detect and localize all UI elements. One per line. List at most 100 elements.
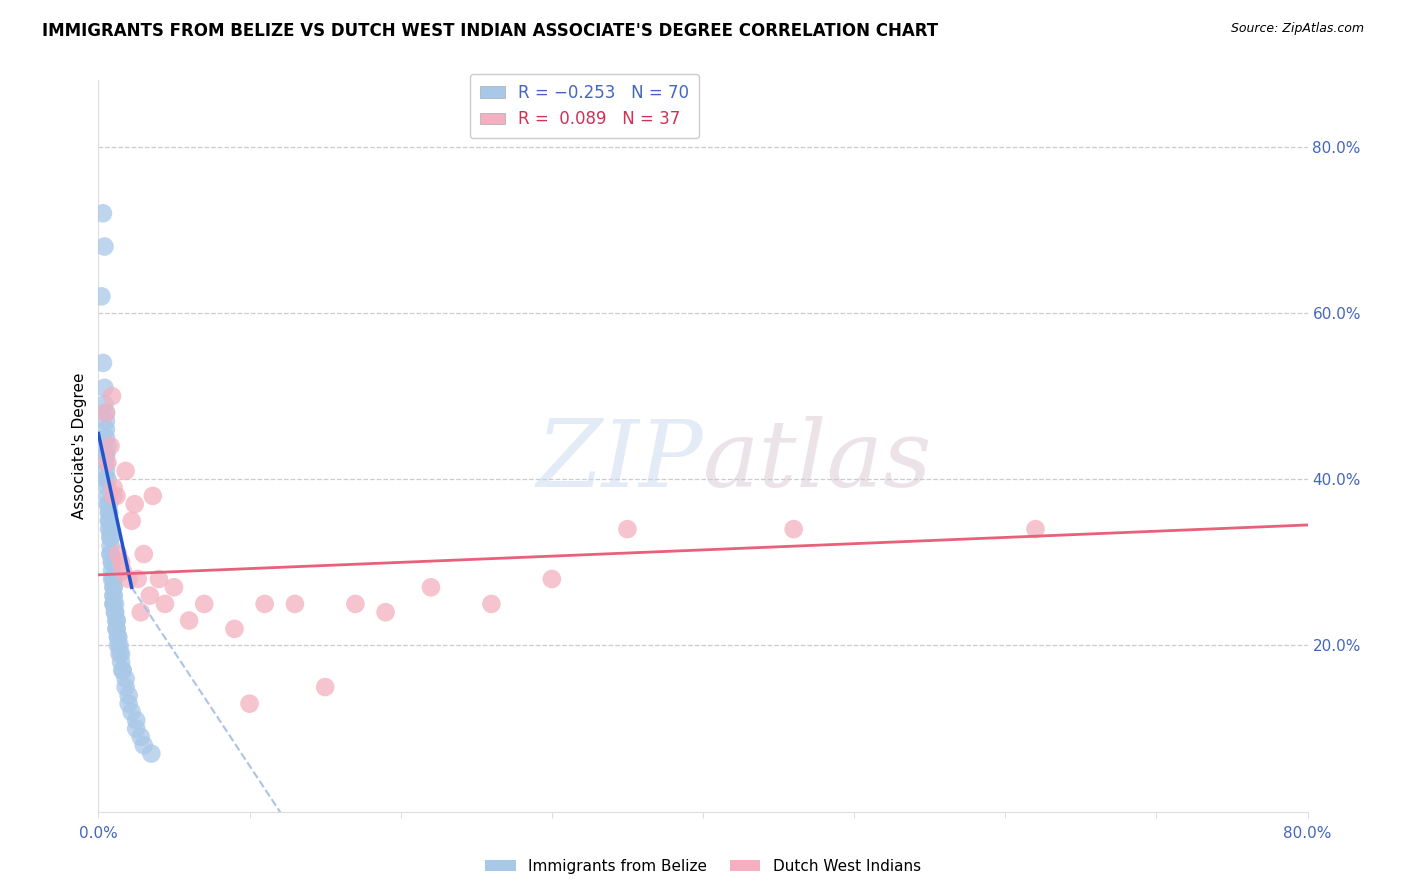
Point <box>103 589 125 603</box>
Point <box>420 580 443 594</box>
Point <box>103 489 125 503</box>
Point <box>101 555 124 569</box>
Point <box>127 572 149 586</box>
Point <box>253 597 276 611</box>
Point <box>103 481 125 495</box>
Point <box>104 605 127 619</box>
Point <box>105 614 128 628</box>
Point <box>108 639 131 653</box>
Point <box>114 464 136 478</box>
Point <box>111 664 134 678</box>
Point <box>96 456 118 470</box>
Point <box>224 622 246 636</box>
Point <box>91 206 114 220</box>
Point <box>344 597 367 611</box>
Point <box>125 722 148 736</box>
Point <box>94 456 117 470</box>
Point <box>101 389 124 403</box>
Point <box>111 664 134 678</box>
Point <box>103 597 125 611</box>
Point <box>104 605 127 619</box>
Text: Source: ZipAtlas.com: Source: ZipAtlas.com <box>1230 22 1364 36</box>
Point <box>93 381 115 395</box>
Point <box>110 555 132 569</box>
Point <box>100 547 122 561</box>
Point <box>118 689 141 703</box>
Point <box>540 572 562 586</box>
Point <box>107 547 129 561</box>
Point <box>783 522 806 536</box>
Point <box>104 597 127 611</box>
Point <box>124 497 146 511</box>
Point <box>132 738 155 752</box>
Point <box>284 597 307 611</box>
Point <box>111 564 134 578</box>
Point <box>94 406 117 420</box>
Point <box>374 605 396 619</box>
Point <box>100 539 122 553</box>
Point <box>94 472 117 486</box>
Point <box>110 655 132 669</box>
Point <box>121 705 143 719</box>
Point <box>481 597 503 611</box>
Point <box>94 464 117 478</box>
Point <box>98 506 121 520</box>
Point <box>94 431 117 445</box>
Point <box>239 697 262 711</box>
Text: IMMIGRANTS FROM BELIZE VS DUTCH WEST INDIAN ASSOCIATE'S DEGREE CORRELATION CHART: IMMIGRANTS FROM BELIZE VS DUTCH WEST IND… <box>42 22 938 40</box>
Point <box>118 697 141 711</box>
Point <box>139 589 162 603</box>
Legend: Immigrants from Belize, Dutch West Indians: Immigrants from Belize, Dutch West India… <box>479 853 927 880</box>
Point <box>93 397 115 411</box>
Point <box>96 439 118 453</box>
Point <box>101 572 124 586</box>
Legend: R = −0.253   N = 70, R =  0.089   N = 37: R = −0.253 N = 70, R = 0.089 N = 37 <box>470 74 699 138</box>
Point <box>100 530 122 544</box>
Point <box>616 522 638 536</box>
Point <box>107 630 129 644</box>
Point <box>101 564 124 578</box>
Point <box>148 572 170 586</box>
Point <box>105 622 128 636</box>
Point <box>103 572 125 586</box>
Point <box>108 647 131 661</box>
Point <box>96 472 118 486</box>
Point <box>96 489 118 503</box>
Point <box>1024 522 1046 536</box>
Point <box>90 289 112 303</box>
Point <box>98 497 121 511</box>
Point <box>125 714 148 728</box>
Point <box>100 439 122 453</box>
Point <box>114 680 136 694</box>
Point <box>93 239 115 253</box>
Point <box>94 447 117 461</box>
Point <box>96 481 118 495</box>
Point <box>103 580 125 594</box>
Point <box>132 547 155 561</box>
Point <box>121 514 143 528</box>
Point <box>193 597 215 611</box>
Point <box>100 530 122 544</box>
Point <box>107 639 129 653</box>
Y-axis label: Associate's Degree: Associate's Degree <box>72 373 87 519</box>
Point <box>107 630 129 644</box>
Point <box>105 489 128 503</box>
Point <box>101 555 124 569</box>
Point <box>100 547 122 561</box>
Point <box>98 514 121 528</box>
Point <box>114 672 136 686</box>
Point <box>103 589 125 603</box>
Point <box>96 497 118 511</box>
Point <box>98 506 121 520</box>
Point <box>103 572 125 586</box>
Point <box>141 747 163 761</box>
Point <box>91 356 114 370</box>
Point <box>94 406 117 420</box>
Point <box>129 730 152 744</box>
Point <box>94 422 117 436</box>
Point <box>105 622 128 636</box>
Text: atlas: atlas <box>703 416 932 506</box>
Point <box>118 572 141 586</box>
Point <box>94 414 117 428</box>
Point <box>103 580 125 594</box>
